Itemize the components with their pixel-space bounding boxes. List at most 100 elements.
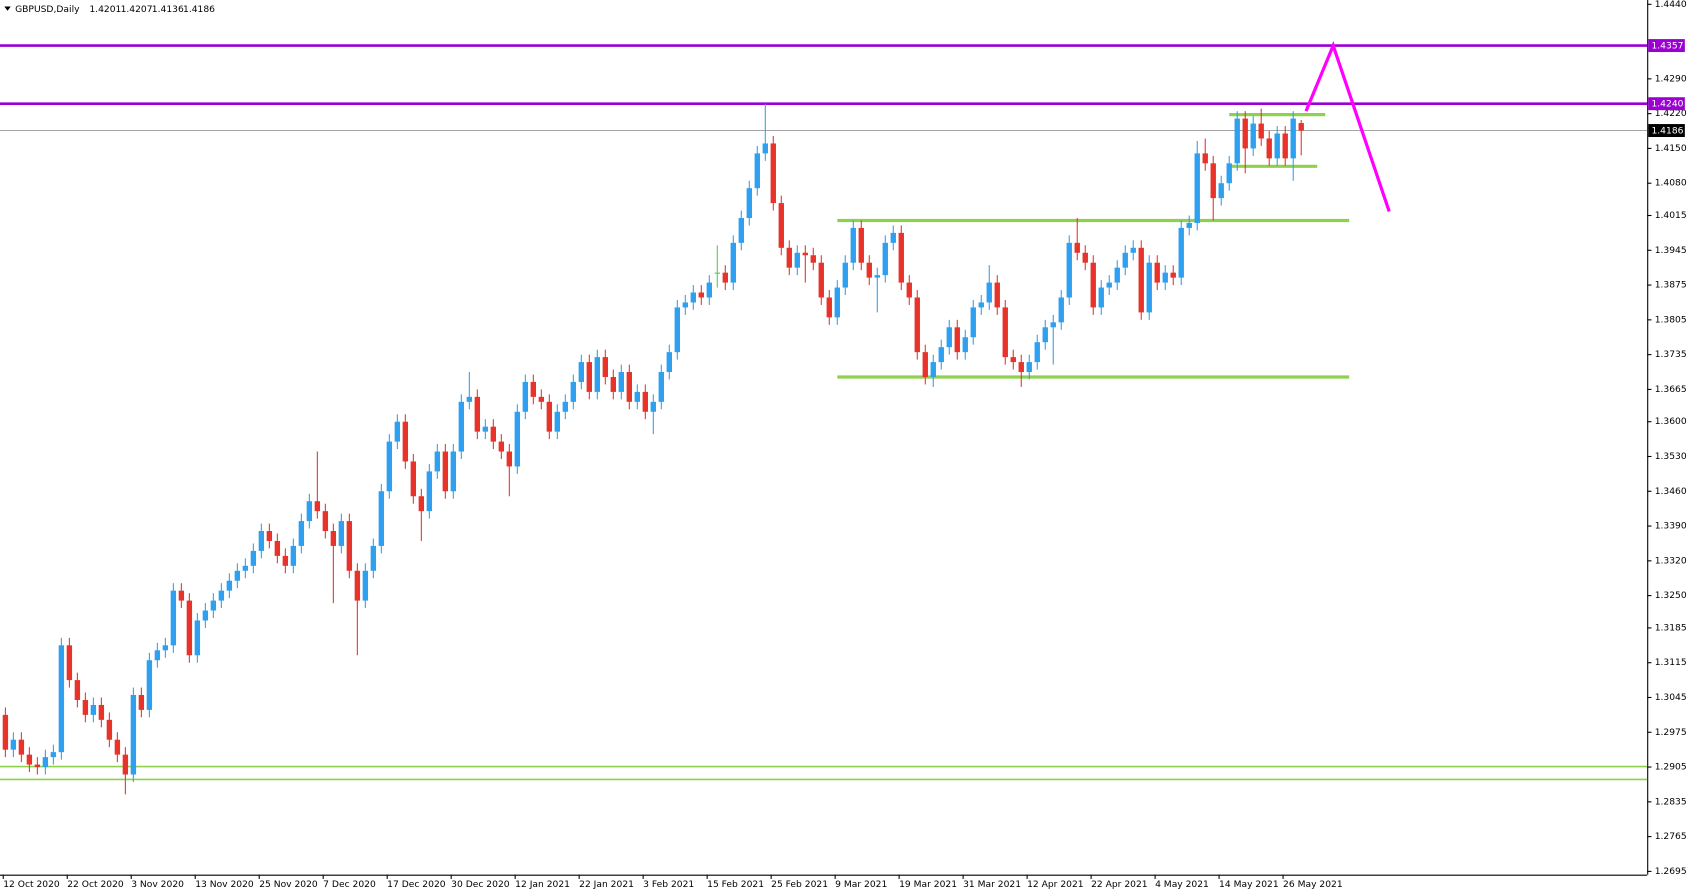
candle-body bbox=[618, 372, 624, 392]
candle-body bbox=[362, 570, 369, 601]
candle-body bbox=[546, 401, 553, 432]
price-tag bbox=[1648, 39, 1685, 53]
x-tick-label: 17 Dec 2020 bbox=[387, 879, 446, 890]
candle-body bbox=[522, 381, 529, 412]
candle-body bbox=[826, 297, 832, 318]
candle-body bbox=[1258, 123, 1264, 139]
candle-body bbox=[106, 719, 113, 740]
candle-body bbox=[138, 695, 145, 710]
candle-body bbox=[162, 645, 169, 651]
candle-body bbox=[1138, 247, 1144, 313]
candle-body bbox=[1186, 222, 1192, 228]
x-tick-label: 15 Feb 2021 bbox=[707, 879, 764, 890]
candle-body bbox=[258, 531, 265, 551]
candle-body bbox=[602, 357, 608, 377]
y-tick-label: 1.4440 bbox=[1655, 0, 1687, 10]
candle-body bbox=[1178, 227, 1184, 278]
price-tag-label: 1.4357 bbox=[1651, 41, 1683, 52]
candle-body bbox=[50, 752, 57, 758]
x-tick-label: 12 Apr 2021 bbox=[1027, 879, 1084, 890]
candle-body bbox=[450, 451, 457, 492]
candle-body bbox=[306, 501, 313, 522]
candle-body bbox=[1114, 267, 1120, 283]
y-tick-label: 1.3115 bbox=[1655, 657, 1687, 668]
candle-body bbox=[538, 396, 545, 402]
candle-body bbox=[1298, 123, 1304, 131]
candle-body bbox=[722, 272, 728, 283]
current-price-tag bbox=[1648, 124, 1685, 138]
candle-body bbox=[338, 521, 345, 546]
candle-body bbox=[26, 754, 33, 765]
candle-body bbox=[1266, 138, 1272, 159]
candle-body bbox=[1146, 262, 1152, 313]
candle-body bbox=[738, 217, 744, 243]
x-tick-label: 3 Feb 2021 bbox=[643, 879, 694, 890]
candle-body bbox=[506, 451, 513, 467]
candle-body bbox=[290, 545, 297, 566]
candle-body bbox=[1162, 272, 1168, 283]
candle-body bbox=[410, 461, 417, 497]
candle-body bbox=[778, 203, 784, 248]
candle-body bbox=[370, 545, 377, 571]
candle-body bbox=[1010, 357, 1016, 363]
candle-body bbox=[386, 441, 393, 492]
candle-body bbox=[1170, 272, 1176, 278]
candle-body bbox=[954, 327, 960, 353]
candle-body bbox=[914, 297, 920, 353]
candle-body bbox=[730, 242, 736, 283]
candle-body bbox=[858, 227, 864, 263]
candle-body bbox=[562, 401, 569, 412]
y-tick-label: 1.2765 bbox=[1655, 831, 1687, 842]
x-tick-label: 22 Apr 2021 bbox=[1091, 879, 1148, 890]
x-tick-label: 7 Dec 2020 bbox=[323, 879, 376, 890]
candle-body bbox=[682, 302, 688, 308]
candle-body bbox=[250, 550, 257, 566]
candle-body bbox=[1082, 252, 1088, 263]
y-tick-label: 1.3735 bbox=[1655, 349, 1687, 360]
candle-body bbox=[442, 451, 449, 492]
candle-body bbox=[946, 327, 952, 348]
x-tick-label: 31 Mar 2021 bbox=[963, 879, 1021, 890]
candle-body bbox=[66, 645, 73, 681]
candle-body bbox=[970, 307, 976, 338]
y-tick-label: 1.2905 bbox=[1655, 762, 1687, 773]
candle-body bbox=[1002, 307, 1008, 358]
candle-body bbox=[1234, 118, 1240, 164]
y-tick-label: 1.3320 bbox=[1655, 555, 1687, 566]
x-tick-label: 22 Oct 2020 bbox=[67, 879, 124, 890]
candle-body bbox=[898, 232, 904, 283]
header-high: 1.4207 bbox=[121, 4, 153, 15]
candle-body bbox=[1202, 153, 1208, 164]
candle-body bbox=[1066, 242, 1072, 298]
x-tick-label: 12 Jan 2021 bbox=[515, 879, 570, 890]
candle-body bbox=[986, 282, 992, 303]
candle-body bbox=[490, 426, 497, 442]
candle-body bbox=[930, 362, 936, 377]
x-tick-label: 9 Mar 2021 bbox=[835, 879, 887, 890]
candle-body bbox=[330, 531, 337, 546]
y-tick-label: 1.3045 bbox=[1655, 692, 1687, 703]
candle-body bbox=[274, 540, 281, 556]
candle-body bbox=[810, 255, 816, 263]
candle-body bbox=[482, 426, 489, 432]
candle-body bbox=[714, 272, 720, 274]
candle-body bbox=[234, 570, 241, 581]
candle-body bbox=[498, 441, 505, 452]
candle-body bbox=[850, 227, 856, 263]
x-tick-label: 25 Feb 2021 bbox=[771, 879, 828, 890]
candle-body bbox=[1026, 362, 1032, 373]
candle-body bbox=[1210, 163, 1216, 199]
y-tick-label: 1.2835 bbox=[1655, 796, 1687, 807]
candle-body bbox=[994, 282, 1000, 308]
candle-body bbox=[314, 501, 321, 512]
candle-body bbox=[474, 396, 481, 432]
candle-body bbox=[906, 282, 912, 298]
x-tick-label: 14 May 2021 bbox=[1219, 879, 1279, 890]
candle-body bbox=[658, 372, 664, 402]
candle-body bbox=[218, 590, 225, 601]
candle-body bbox=[1242, 118, 1248, 149]
candle-body bbox=[650, 401, 656, 412]
candle-body bbox=[426, 471, 433, 512]
menu-triangle[interactable] bbox=[4, 6, 11, 11]
candle-body bbox=[298, 521, 305, 546]
